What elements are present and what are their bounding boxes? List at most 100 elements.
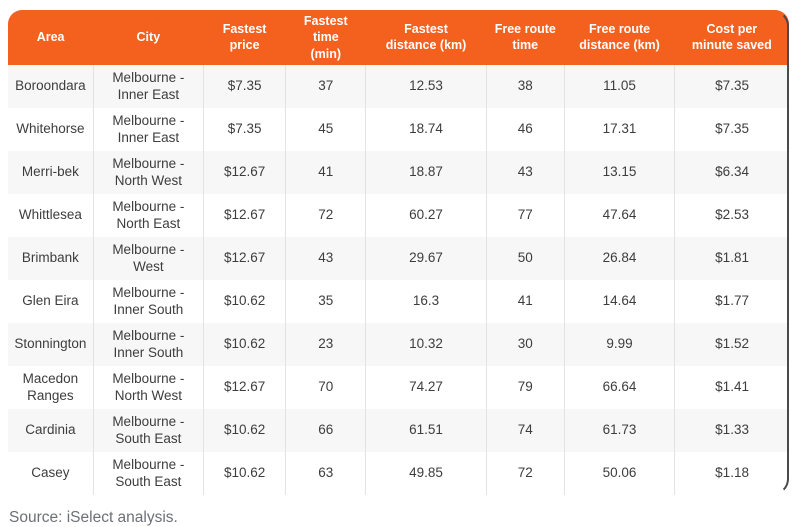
table-row: Whitehorse Melbourne - Inner East $7.35 45 1… — [8, 107, 789, 151]
table-cell: $10.62 — [203, 408, 287, 452]
table-cell: 38 — [486, 64, 565, 108]
table-row: Stonnington Melbourne - Inner South $10.62… — [8, 322, 789, 366]
table-cell: 43 — [486, 150, 565, 194]
table-cell: 79 — [486, 365, 565, 409]
table-cell: 16.3 — [365, 279, 487, 323]
table-cell: Melbourne - South East — [93, 451, 204, 495]
table-cell: Melbourne - South East — [93, 408, 204, 452]
table-row: Glen Eira Melbourne - Inner South $10.62 35… — [8, 279, 789, 323]
table-cell: 23 — [285, 322, 367, 366]
table-header-row: Area City Fastest price Fastest time (min) F… — [8, 10, 789, 65]
table-cell: 60.27 — [365, 193, 487, 237]
table-cell: 66 — [285, 408, 367, 452]
table-cell: 61.73 — [564, 408, 676, 452]
column-header: Fastest distance (km) — [365, 10, 487, 65]
table-cell: $12.67 — [203, 150, 287, 194]
table-cell: $7.35 — [203, 107, 287, 151]
table-cell: Merri-bek — [8, 150, 94, 194]
table-cell: $12.67 — [203, 365, 287, 409]
table-cell: 72 — [486, 451, 565, 495]
table-cell: $6.34 — [674, 150, 789, 194]
table-cell: $1.33 — [674, 408, 789, 452]
table-cell: $10.62 — [203, 279, 287, 323]
table-cell: 46 — [486, 107, 565, 151]
table-cell: 18.87 — [365, 150, 487, 194]
table-cell: Boroondara — [8, 64, 94, 108]
table-cell: 26.84 — [564, 236, 676, 280]
table-cell: Melbourne - North West — [93, 365, 204, 409]
table-cell: Whitehorse — [8, 107, 94, 151]
page: Area City Fastest price Fastest time (min) F… — [0, 10, 801, 527]
table-cell: 49.85 — [365, 451, 487, 495]
table-cell: Glen Eira — [8, 279, 94, 323]
table-cell: $2.53 — [674, 193, 789, 237]
column-header: Fastest time (min) — [285, 10, 366, 65]
table-cell: 63 — [285, 451, 367, 495]
table-cell: 50 — [486, 236, 565, 280]
toll-table-card: Area City Fastest price Fastest time (min) F… — [8, 10, 789, 495]
table-cell: 37 — [285, 64, 367, 108]
table-cell: $7.35 — [203, 64, 287, 108]
column-header: Cost per minute saved — [674, 10, 789, 65]
table-cell: 13.15 — [564, 150, 676, 194]
table-cell: 10.32 — [365, 322, 487, 366]
table-cell: Stonnington — [8, 322, 94, 366]
table-cell: $12.67 — [203, 236, 287, 280]
table-cell: 41 — [486, 279, 565, 323]
table-cell: 61.51 — [365, 408, 487, 452]
table-row: Casey Melbourne - South East $10.62 63 49.85… — [8, 451, 789, 495]
table-cell: Whittlesea — [8, 193, 94, 237]
column-header: Free route distance (km) — [564, 10, 675, 65]
table-row: Brimbank Melbourne - West $12.67 43 29.67 50 2… — [8, 236, 789, 280]
table-cell: $7.35 — [674, 107, 789, 151]
table-cell: 17.31 — [564, 107, 676, 151]
table-row: Boroondara Melbourne - Inner East $7.35 37 1… — [8, 64, 789, 108]
table-cell: 29.67 — [365, 236, 487, 280]
table-cell: Melbourne - Inner South — [93, 279, 204, 323]
table-cell: 70 — [285, 365, 367, 409]
table-row: Cardinia Melbourne - South East $10.62 66 61… — [8, 408, 789, 452]
table-cell: Melbourne - Inner East — [93, 64, 204, 108]
table-cell: 35 — [285, 279, 367, 323]
table-cell: 77 — [486, 193, 565, 237]
table-cell: 18.74 — [365, 107, 487, 151]
table-cell: Melbourne - West — [93, 236, 204, 280]
table-cell: Cardinia — [8, 408, 94, 452]
table-row: Whittlesea Melbourne - North East $12.67 72… — [8, 193, 789, 237]
table-cell: 45 — [285, 107, 367, 151]
table-cell: 74.27 — [365, 365, 487, 409]
table-cell: 12.53 — [365, 64, 487, 108]
table-cell: 11.05 — [564, 64, 676, 108]
table-cell: $1.81 — [674, 236, 789, 280]
table-cell: 74 — [486, 408, 565, 452]
table-cell: Macedon Ranges — [8, 365, 94, 409]
table-cell: $7.35 — [674, 64, 789, 108]
column-header: Fastest price — [203, 10, 286, 65]
table-cell: Melbourne - Inner South — [93, 322, 204, 366]
toll-comparison-table: Area City Fastest price Fastest time (min) F… — [8, 10, 789, 495]
table-row: Merri-bek Melbourne - North West $12.67 41 1… — [8, 150, 789, 194]
table-row: Macedon Ranges Melbourne - North West $12.… — [8, 365, 789, 409]
table-header: Area City Fastest price Fastest time (min) F… — [8, 10, 789, 65]
table-cell: 9.99 — [564, 322, 676, 366]
table-cell: Melbourne - North West — [93, 150, 204, 194]
source-note: Source: iSelect analysis. — [9, 508, 178, 526]
table-cell: $1.77 — [674, 279, 789, 323]
table-body: Boroondara Melbourne - Inner East $7.35 37 1… — [8, 64, 789, 495]
table-cell: $10.62 — [203, 451, 287, 495]
table-cell: 47.64 — [564, 193, 676, 237]
table-cell: $1.18 — [674, 451, 789, 495]
table-cell: 41 — [285, 150, 367, 194]
table-cell: 50.06 — [564, 451, 676, 495]
table-cell: 30 — [486, 322, 565, 366]
column-header: Area — [8, 10, 94, 65]
table-cell: Brimbank — [8, 236, 94, 280]
table-cell: Casey — [8, 451, 94, 495]
column-header: City — [93, 10, 204, 65]
table-cell: 14.64 — [564, 279, 676, 323]
table-cell: 66.64 — [564, 365, 676, 409]
table-cell: Melbourne - North East — [93, 193, 204, 237]
table-cell: $10.62 — [203, 322, 287, 366]
table-cell: 43 — [285, 236, 367, 280]
table-cell: $1.52 — [674, 322, 789, 366]
